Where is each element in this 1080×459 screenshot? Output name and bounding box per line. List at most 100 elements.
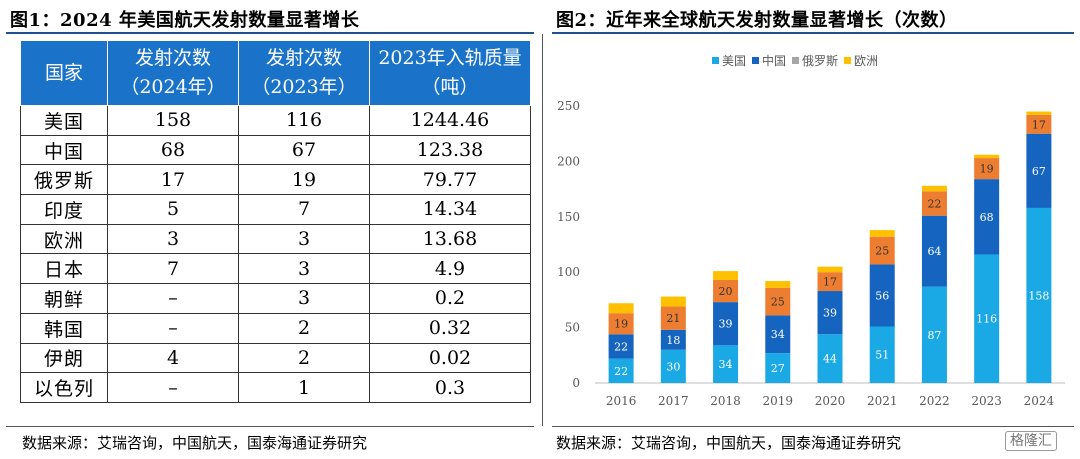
data-label: 25: [875, 245, 889, 258]
data-label: 39: [719, 318, 733, 331]
cell-launches-2024: 68: [107, 134, 239, 166]
cell-country: 韩国: [20, 312, 108, 344]
data-label: 44: [823, 353, 837, 366]
table-body: 美国 158 116 1244.46 中国 68 67 123.38 俄罗斯 17 19 79.77 印…: [20, 105, 531, 403]
data-label: 68: [980, 211, 994, 224]
cell-country: 欧洲: [20, 223, 108, 255]
cell-launches-2023: 67: [238, 134, 370, 166]
watermark-logo: 格隆汇: [1005, 431, 1057, 451]
data-label: 39: [823, 307, 837, 320]
bar-segment-俄罗斯: [869, 236, 895, 265]
header-country-l1: 国家: [44, 61, 83, 84]
bottom-rule-left: [6, 426, 534, 427]
bar-segment-俄罗斯: [713, 279, 739, 303]
legend-swatch: [712, 57, 719, 64]
bar-segment-中国: [921, 215, 947, 287]
bar-segment-美国: [765, 353, 791, 383]
header-orbit-mass-l1: 2023年入轨质量: [378, 47, 522, 69]
panel-divider: [542, 34, 543, 426]
header-launches-2024-l1: 发射次数: [134, 47, 211, 69]
x-tick-label: 2019: [763, 394, 794, 408]
bar-segment-中国: [660, 329, 686, 350]
header-launches-2023-l1: 发射次数: [265, 47, 342, 69]
chart-source: 数据来源：艾瑞咨询，中国航天，国泰海通证券研究: [556, 434, 902, 452]
y-tick-label: 0: [572, 376, 580, 390]
bar-segment-中国: [817, 291, 843, 335]
bar-segment-俄罗斯: [817, 272, 843, 292]
cell-launches-2023: 3: [238, 253, 370, 285]
x-tick-label: 2023: [971, 394, 1002, 408]
legend-swatch: [792, 57, 799, 64]
cell-orbit-mass: 79.77: [369, 164, 531, 196]
bar-segment-中国: [713, 302, 739, 346]
header-country: 国家: [20, 40, 108, 106]
cell-country: 朝鲜: [20, 283, 108, 314]
x-tick-label: 2022: [919, 394, 950, 408]
cell-orbit-mass: 0.02: [369, 342, 531, 374]
bar-segment-俄罗斯: [660, 306, 686, 330]
legend-label: 美国: [722, 54, 746, 68]
cell-launches-2024: –: [107, 372, 239, 403]
data-label: 158: [1028, 289, 1049, 302]
table-row: 以色列 –1 0.3: [20, 372, 531, 403]
data-label: 67: [1032, 165, 1046, 178]
table-row: 美国 158 116 1244.46: [20, 105, 531, 136]
cell-launches-2023: 2: [238, 342, 370, 374]
title-rule-left: [6, 32, 534, 34]
table-header-row: 国家 发射次数 （2024年） 发射次数 （2023年） 2023年入轨质量 （…: [20, 40, 531, 106]
cell-country: 伊朗: [20, 342, 108, 374]
data-label: 51: [875, 349, 889, 362]
data-label: 116: [976, 313, 997, 326]
table-row: 朝鲜 –3 0.2: [20, 283, 531, 314]
data-label: 27: [771, 362, 785, 375]
cell-orbit-mass: 1244.46: [369, 105, 531, 136]
x-tick-label: 2017: [658, 394, 689, 408]
table-row: 日本 7 3 4.9: [20, 253, 531, 285]
cell-country: 俄罗斯: [20, 164, 108, 196]
bar-segment-欧洲: [921, 185, 947, 192]
launch-table: 国家 发射次数 （2024年） 发射次数 （2023年） 2023年入轨质量 （…: [20, 40, 531, 403]
bar-segment-美国: [921, 286, 947, 383]
bar-segment-俄罗斯: [921, 191, 947, 216]
cell-orbit-mass: 0.3: [369, 372, 531, 403]
legend-label: 俄罗斯: [802, 54, 838, 68]
data-label: 56: [875, 289, 889, 302]
cell-country: 美国: [20, 105, 108, 136]
table-row: 印度 5 7 14.34: [20, 194, 531, 225]
bar-segment-美国: [713, 345, 739, 383]
table-row: 俄罗斯 17 19 79.77: [20, 164, 531, 196]
data-label: 20: [719, 285, 733, 298]
table-row: 欧洲 3 3 13.68: [20, 223, 531, 255]
cell-orbit-mass: 123.38: [369, 134, 531, 166]
bar-segment-中国: [608, 334, 634, 359]
header-launches-2023-l2: （2023年）: [251, 76, 357, 98]
y-tick-label: 150: [557, 210, 580, 224]
header-launches-2024-l2: （2024年）: [120, 76, 226, 98]
data-label: 22: [927, 198, 941, 211]
bar-segment-欧洲: [765, 281, 791, 288]
bar-segment-中国: [1026, 133, 1052, 208]
data-label: 22: [614, 340, 628, 353]
table-row: 中国 68 67 123.38: [20, 134, 531, 166]
cell-launches-2024: –: [107, 312, 239, 344]
legend-swatch: [844, 57, 851, 64]
bar-segment-中国: [765, 315, 791, 354]
data-label: 22: [614, 365, 628, 378]
bar-segment-美国: [1026, 207, 1052, 383]
x-tick-label: 2024: [1024, 394, 1055, 408]
bar-segment-俄罗斯: [608, 313, 634, 335]
cell-orbit-mass: 14.34: [369, 194, 531, 225]
bar-segment-欧洲: [608, 303, 634, 314]
bar-segment-欧洲: [974, 154, 1000, 159]
bar-segment-中国: [974, 179, 1000, 255]
x-tick-label: 2018: [710, 394, 741, 408]
data-label: 19: [980, 163, 994, 176]
y-tick-label: 100: [557, 265, 580, 279]
x-tick-label: 2016: [606, 394, 637, 408]
bar-segment-中国: [869, 264, 895, 327]
cell-launches-2023: 1: [238, 372, 370, 403]
table-title: 图1：2024 年美国航天发射数量显著增长: [10, 10, 360, 31]
y-tick-label: 50: [565, 321, 580, 335]
bar-segment-欧洲: [1026, 111, 1052, 115]
